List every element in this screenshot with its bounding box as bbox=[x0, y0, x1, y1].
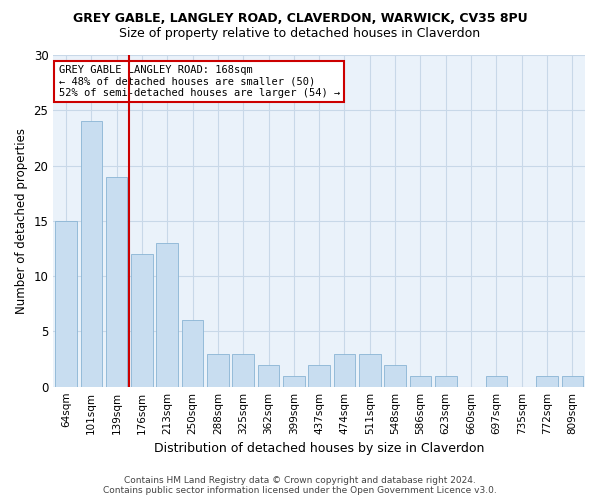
Text: GREY GABLE, LANGLEY ROAD, CLAVERDON, WARWICK, CV35 8PU: GREY GABLE, LANGLEY ROAD, CLAVERDON, WAR… bbox=[73, 12, 527, 26]
Bar bbox=[359, 354, 380, 386]
Bar bbox=[435, 376, 457, 386]
Bar bbox=[308, 364, 330, 386]
Bar bbox=[536, 376, 558, 386]
Bar bbox=[562, 376, 583, 386]
X-axis label: Distribution of detached houses by size in Claverdon: Distribution of detached houses by size … bbox=[154, 442, 484, 455]
Y-axis label: Number of detached properties: Number of detached properties bbox=[15, 128, 28, 314]
Bar bbox=[485, 376, 507, 386]
Bar bbox=[232, 354, 254, 386]
Text: Size of property relative to detached houses in Claverdon: Size of property relative to detached ho… bbox=[119, 28, 481, 40]
Bar bbox=[106, 176, 127, 386]
Text: Contains HM Land Registry data © Crown copyright and database right 2024.
Contai: Contains HM Land Registry data © Crown c… bbox=[103, 476, 497, 495]
Bar bbox=[207, 354, 229, 386]
Bar bbox=[410, 376, 431, 386]
Bar bbox=[258, 364, 279, 386]
Bar bbox=[131, 254, 152, 386]
Bar bbox=[334, 354, 355, 386]
Text: GREY GABLE LANGLEY ROAD: 168sqm
← 48% of detached houses are smaller (50)
52% of: GREY GABLE LANGLEY ROAD: 168sqm ← 48% of… bbox=[59, 65, 340, 98]
Bar bbox=[55, 221, 77, 386]
Bar bbox=[182, 320, 203, 386]
Bar bbox=[157, 243, 178, 386]
Bar bbox=[80, 122, 102, 386]
Bar bbox=[385, 364, 406, 386]
Bar bbox=[283, 376, 305, 386]
